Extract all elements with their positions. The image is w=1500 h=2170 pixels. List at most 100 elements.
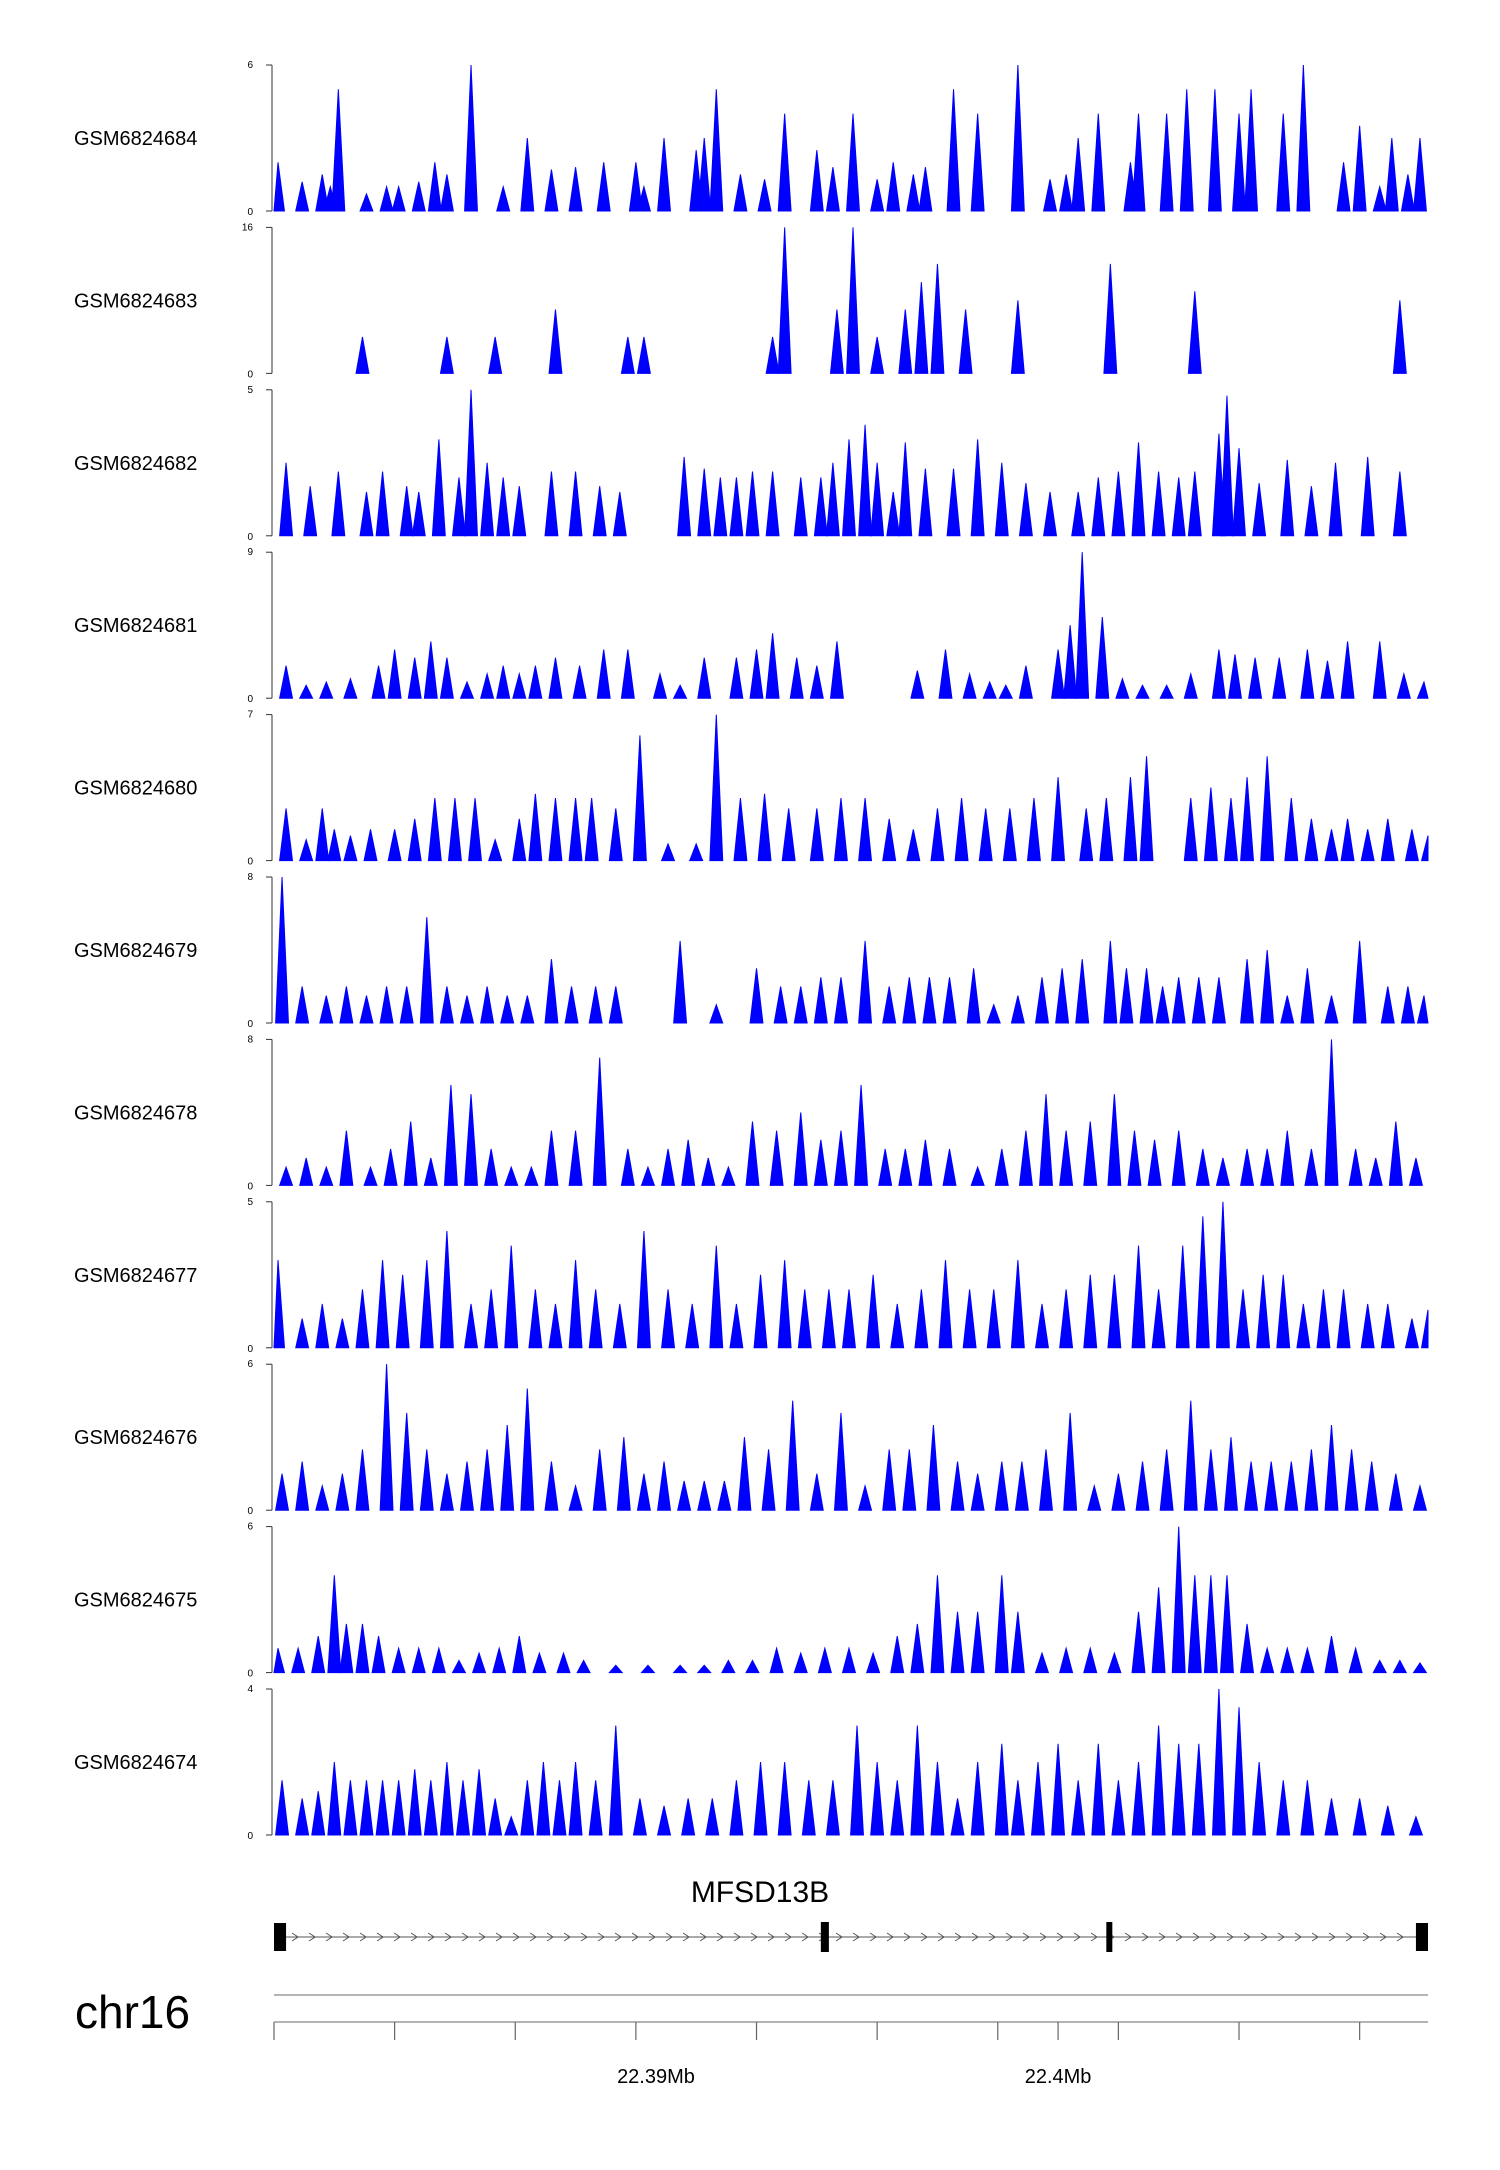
signal-peak	[640, 1165, 656, 1186]
signal-peak	[1280, 1646, 1295, 1674]
signal-peak	[1034, 1303, 1050, 1349]
signal-peak	[1151, 1289, 1166, 1349]
signal-peak	[1151, 471, 1166, 537]
signal-peak	[1010, 995, 1025, 1024]
signal-peak	[1159, 113, 1174, 212]
strand-arrow	[733, 1932, 741, 1942]
signal-peak	[717, 1480, 732, 1511]
signal-peak	[697, 468, 712, 537]
signal-peak	[431, 1646, 446, 1674]
signal-peak	[1131, 442, 1146, 537]
signal-peak	[858, 797, 873, 862]
signal-peak	[745, 1659, 760, 1674]
signal-peak	[480, 1449, 495, 1511]
signal-peak	[1420, 835, 1429, 862]
signal-peak	[355, 1449, 370, 1511]
signal-peak	[419, 1260, 434, 1349]
signal-peak	[1260, 1148, 1275, 1186]
signal-peak	[548, 1303, 563, 1349]
signal-peak	[1240, 1623, 1255, 1674]
strand-arrow	[1345, 1932, 1353, 1942]
signal-peak	[1083, 1646, 1098, 1674]
signal-peak	[528, 793, 543, 862]
signal-peak	[447, 797, 462, 862]
signal-peak	[809, 808, 824, 862]
signal-peak	[359, 192, 374, 212]
signal-peak	[1059, 174, 1074, 212]
signal-peak	[1404, 829, 1419, 862]
signal-peak	[1183, 797, 1198, 862]
signal-peak	[729, 477, 744, 537]
signal-peak	[1091, 477, 1106, 537]
strand-arrow	[886, 1932, 894, 1942]
signal-peak	[713, 477, 728, 537]
signal-peak	[1014, 1461, 1029, 1511]
signal-peak	[1095, 617, 1110, 699]
signal-peak	[295, 1461, 310, 1511]
track-name-label: GSM6824677	[74, 1265, 197, 1287]
signal-peak	[729, 1780, 744, 1836]
signal-peak	[709, 89, 724, 212]
signal-peak	[910, 1623, 925, 1674]
y-max-tick-label: 6	[247, 1522, 253, 1533]
signal-peak	[1240, 1148, 1255, 1186]
signal-peak	[733, 174, 748, 212]
signal-peak	[273, 162, 286, 212]
signal-peak	[777, 113, 792, 212]
signal-peak	[536, 1761, 551, 1836]
signal-peak	[1171, 977, 1186, 1024]
signal-peak	[343, 1780, 358, 1836]
strand-arrow	[682, 1932, 690, 1942]
signal-peak	[697, 657, 712, 699]
signal-peak	[399, 1412, 414, 1511]
strand-arrow	[869, 1932, 877, 1942]
signal-peak	[857, 1483, 873, 1511]
signal-peak	[295, 1798, 310, 1836]
signal-peak	[809, 1473, 824, 1511]
signal-peak	[315, 1303, 330, 1349]
signal-peak	[870, 462, 885, 537]
strand-arrow	[1277, 1932, 1285, 1942]
track-GSM6824683: GSM6824683 16 0	[74, 222, 1407, 380]
signal-peak	[1300, 649, 1315, 699]
strand-arrow	[903, 1932, 911, 1942]
signal-peak	[697, 1480, 712, 1511]
track-GSM6824675: GSM6824675 6 0	[74, 1522, 1428, 1680]
signal-peak	[749, 649, 764, 699]
signal-peak	[1324, 1424, 1339, 1511]
signal-peak	[978, 808, 993, 862]
signal-peak	[898, 442, 913, 537]
signal-peak	[439, 174, 454, 212]
signal-peak	[275, 1780, 290, 1836]
strand-arrow	[971, 1932, 979, 1942]
signal-peak	[898, 309, 913, 374]
signal-peak	[685, 1303, 700, 1349]
signal-peak	[1119, 968, 1134, 1024]
signal-peak	[291, 1646, 306, 1674]
signal-peak	[1087, 1483, 1102, 1511]
strand-arrow	[1294, 1932, 1302, 1942]
signal-peak	[1236, 1289, 1251, 1349]
signal-peak	[464, 64, 478, 212]
signal-peak	[1207, 89, 1222, 212]
strand-arrow	[1022, 1932, 1030, 1942]
signal-peak	[451, 1659, 467, 1674]
signal-peak	[821, 1289, 836, 1349]
y-max-tick-label: 5	[247, 1197, 253, 1208]
signal-peak	[1111, 1473, 1126, 1511]
signal-peak	[858, 424, 873, 537]
signal-peak	[520, 1388, 535, 1511]
signal-peak	[672, 684, 688, 699]
signal-peak	[890, 1636, 905, 1674]
signal-peak	[1304, 486, 1319, 537]
y-max-tick-label: 8	[247, 872, 253, 883]
signal-peak	[379, 1364, 394, 1511]
signal-peak	[846, 227, 860, 374]
signal-peak	[745, 1121, 760, 1186]
signal-peak	[568, 1130, 583, 1186]
signal-peak	[886, 491, 901, 537]
signal-peak	[1280, 995, 1295, 1024]
signal-peak	[520, 995, 535, 1024]
signal-peak	[319, 680, 334, 699]
signal-peak	[882, 1449, 897, 1511]
